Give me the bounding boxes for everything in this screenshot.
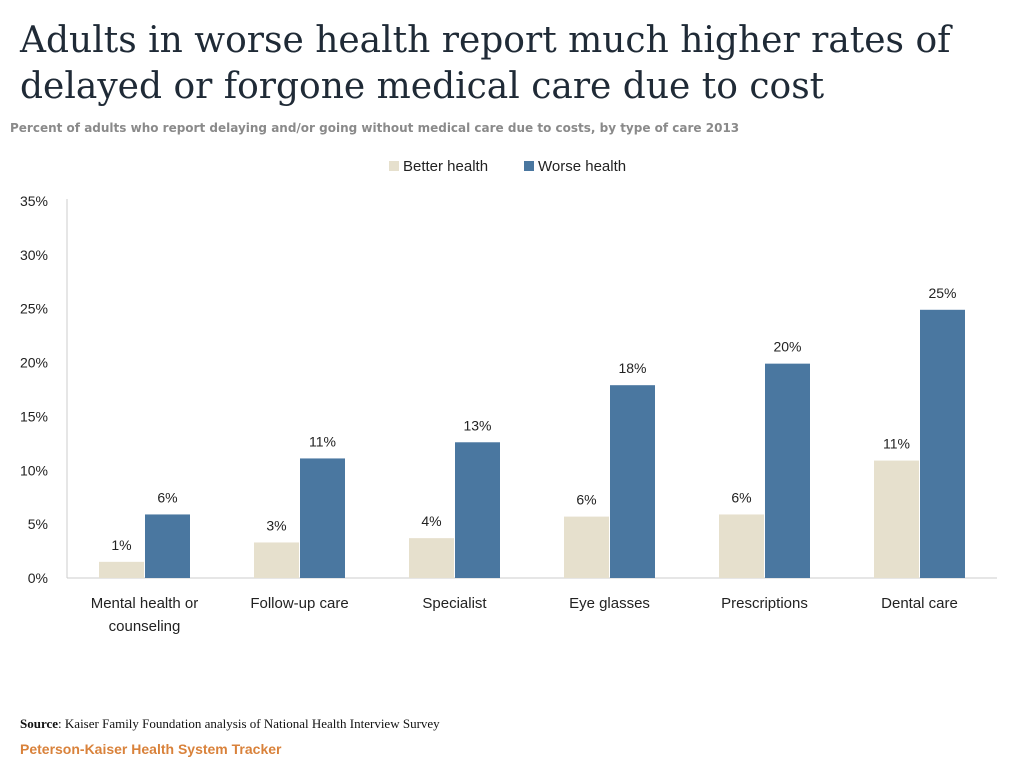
x-tick-label: Mental health or [91, 595, 199, 612]
data-label-worse-4: 20% [773, 339, 801, 355]
legend-label-worse: Worse health [538, 158, 626, 175]
brand-name: Peterson-Kaiser Health System Tracker [20, 741, 282, 757]
legend-swatch-better [389, 161, 399, 171]
bar-chart: 0% 5% 10% 15% 20% 25% 30% 35% Better health Worse… [20, 158, 997, 635]
data-label-worse-2: 13% [463, 417, 491, 433]
bar-worse-1 [300, 458, 345, 578]
x-tick-label: counseling [109, 618, 181, 635]
chart-subtitle: Percent of adults who report delaying an… [10, 121, 740, 135]
y-tick-label: 20% [20, 355, 48, 371]
data-label-better-2: 4% [421, 513, 441, 529]
bar-better-5 [874, 460, 919, 578]
x-tick-label: Dental care [881, 595, 958, 612]
bar-better-1 [254, 542, 299, 578]
y-tick-label: 10% [20, 462, 48, 478]
data-label-worse-0: 6% [157, 489, 177, 505]
bar-worse-2 [455, 442, 500, 578]
legend-swatch-worse [524, 161, 534, 171]
bar-worse-3 [610, 385, 655, 578]
y-tick-label: 5% [28, 516, 48, 532]
bar-better-0 [99, 561, 144, 578]
x-tick-label: Prescriptions [721, 595, 808, 612]
data-label-better-5: 11% [883, 436, 910, 452]
y-tick-label: 35% [20, 193, 48, 209]
chart-title: Adults in worse health report much highe… [20, 20, 951, 107]
x-tick-label: Specialist [422, 595, 487, 612]
data-label-better-1: 3% [266, 517, 286, 533]
bar-worse-5 [920, 309, 965, 578]
y-tick-label: 30% [20, 247, 48, 263]
y-tick-label: 0% [28, 570, 48, 586]
source-text: : Kaiser Family Foundation analysis of N… [58, 716, 440, 731]
data-label-worse-5: 25% [928, 285, 956, 301]
data-label-worse-1: 11% [309, 433, 336, 449]
source-label: Source [20, 716, 59, 731]
data-label-worse-3: 18% [618, 360, 646, 376]
bar-worse-0 [145, 514, 190, 578]
y-tick-label: 15% [20, 408, 48, 424]
x-tick-label: Eye glasses [569, 595, 650, 612]
bar-better-2 [409, 538, 454, 578]
bar-worse-4 [765, 363, 810, 578]
bar-better-3 [564, 516, 609, 578]
data-label-better-0: 1% [111, 537, 131, 553]
y-tick-label: 25% [20, 301, 48, 317]
source-note: Source: Kaiser Family Foundation analysi… [20, 716, 440, 732]
bar-better-4 [719, 514, 764, 578]
legend-label-better: Better health [403, 158, 488, 175]
data-label-better-3: 6% [576, 492, 596, 508]
x-tick-label: Follow-up care [250, 595, 348, 612]
data-label-better-4: 6% [731, 489, 751, 505]
